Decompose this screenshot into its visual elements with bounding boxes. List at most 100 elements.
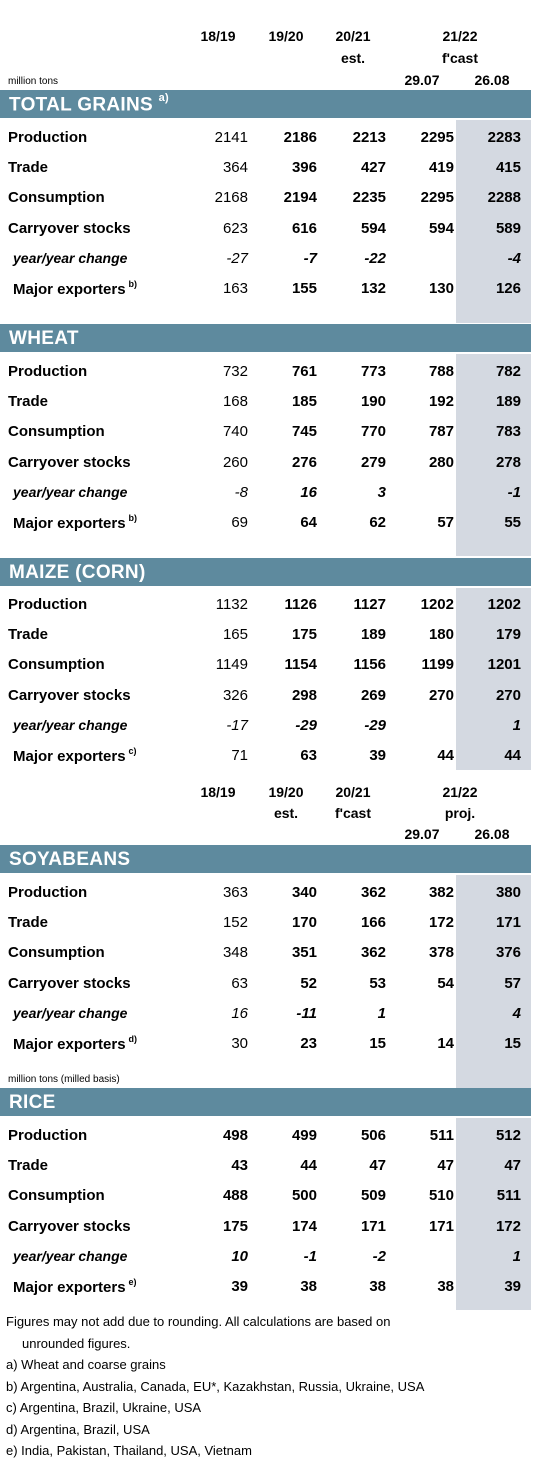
section-band-wheat: WHEAT — [0, 324, 531, 354]
unit-label: million tons — [8, 76, 59, 87]
value-cell: 761 — [291, 363, 317, 380]
row-label: Production — [8, 1127, 88, 1144]
value-cell: 190 — [360, 393, 386, 411]
header-col-3: 20/21 — [335, 784, 371, 800]
value-cell: 175 — [291, 626, 317, 644]
value-cell: 126 — [495, 280, 521, 297]
section-title: TOTAL GRAINS a) — [9, 92, 169, 116]
value-cell: 500 — [291, 1187, 317, 1205]
table-row: Production 498 499 506 511 512 — [0, 1124, 533, 1148]
row-label: Trade — [8, 914, 49, 932]
value-cell: 2288 — [487, 189, 521, 207]
header-col-2-sub: est. — [273, 805, 299, 821]
table-row: year/year change -8 16 3 -1 — [0, 481, 533, 505]
header-col-3-sub: est. — [340, 50, 366, 66]
section-band-total-grains: TOTAL GRAINS a) — [0, 90, 531, 120]
value-cell: 171 — [495, 914, 521, 932]
header-col-4-date: 29.07 — [404, 826, 440, 842]
value-cell: 38 — [437, 1278, 454, 1295]
table-row: Production 363 340 362 382 380 — [0, 881, 533, 905]
row-label: Consumption — [8, 189, 105, 207]
value-cell: 364 — [222, 159, 248, 177]
footnote-c: c) Argentina, Brazil, Ukraine, USA — [6, 1400, 202, 1415]
header-col-1: 18/19 — [200, 784, 236, 800]
value-cell: 380 — [495, 884, 521, 901]
row-label: year/year change — [13, 1004, 128, 1021]
value-cell: 589 — [495, 219, 521, 237]
latest-column-shade-total — [456, 120, 531, 323]
value-cell: -8 — [234, 483, 248, 501]
row-label: Consumption — [8, 944, 105, 962]
value-cell: 498 — [222, 1127, 248, 1144]
value-cell: 1202 — [487, 596, 521, 613]
value-cell: 1 — [512, 1247, 521, 1265]
value-cell: 10 — [231, 1247, 248, 1265]
value-cell: 185 — [291, 393, 317, 411]
table-row: Major exporters b) 163 155 132 130 126 — [0, 277, 533, 301]
table-row: Carryover stocks 260 276 279 280 278 — [0, 451, 533, 475]
value-cell: 594 — [360, 219, 386, 237]
row-label: Production — [8, 884, 88, 901]
value-cell: 351 — [291, 944, 317, 962]
value-cell: -4 — [507, 249, 521, 267]
value-cell: 2295 — [420, 129, 454, 146]
value-cell: 47 — [437, 1157, 454, 1175]
value-cell: 189 — [495, 393, 521, 411]
value-cell: 63 — [300, 747, 317, 764]
value-cell: 396 — [291, 159, 317, 177]
row-label: Carryover stocks — [8, 1217, 131, 1235]
row-label: Production — [8, 129, 88, 146]
value-cell: 1127 — [353, 596, 386, 613]
table-row: Carryover stocks 63 52 53 54 57 — [0, 972, 533, 996]
value-cell: 2141 — [214, 129, 248, 146]
value-cell: 2168 — [214, 189, 248, 207]
row-label: year/year change — [13, 1247, 128, 1264]
section-title: MAIZE (CORN) — [9, 562, 146, 583]
value-cell: 155 — [291, 280, 317, 297]
value-cell: 594 — [428, 219, 454, 237]
value-cell: 2213 — [352, 129, 386, 146]
value-cell: 1 — [377, 1004, 386, 1022]
row-label: year/year change — [13, 249, 128, 266]
value-cell: 192 — [428, 393, 454, 411]
value-cell: 415 — [495, 159, 521, 177]
value-cell: 732 — [222, 363, 248, 380]
value-cell: 499 — [291, 1127, 317, 1144]
table-row: Carryover stocks 175 174 171 171 172 — [0, 1215, 533, 1239]
value-cell: -1 — [303, 1247, 317, 1265]
value-cell: 362 — [360, 944, 386, 962]
table-row: Carryover stocks 623 616 594 594 589 — [0, 217, 533, 241]
value-cell: 130 — [428, 280, 454, 297]
table-row: Production 1132 1126 1127 1202 1202 — [0, 593, 533, 617]
value-cell: 783 — [495, 423, 521, 441]
value-cell: -2 — [372, 1247, 386, 1265]
value-cell: 172 — [495, 1217, 521, 1235]
header-col-1: 18/19 — [200, 28, 236, 44]
header-col-45: 21/22 — [442, 28, 478, 44]
table-row: Major exporters e) 39 38 38 38 39 — [0, 1275, 533, 1299]
value-cell: 340 — [291, 884, 317, 901]
value-cell: 54 — [437, 974, 454, 992]
value-cell: 14 — [437, 1035, 454, 1052]
value-cell: 39 — [369, 747, 386, 764]
row-label: Major exporters b) — [13, 279, 138, 298]
value-cell: 511 — [429, 1127, 454, 1144]
table-row: Trade 168 185 190 192 189 — [0, 390, 533, 414]
value-cell: 787 — [428, 423, 454, 441]
row-label: Major exporters e) — [13, 1277, 137, 1296]
value-cell: -17 — [226, 716, 248, 734]
value-cell: 511 — [496, 1187, 521, 1205]
value-cell: 788 — [428, 363, 454, 380]
value-cell: 1 — [512, 716, 521, 734]
value-cell: 132 — [360, 280, 386, 297]
table-row: Major exporters d) 30 23 15 14 15 — [0, 1032, 533, 1056]
value-cell: 69 — [231, 514, 248, 531]
value-cell: 39 — [231, 1278, 248, 1295]
latest-column-shade-wheat — [456, 354, 531, 556]
table-row: Consumption 348 351 362 378 376 — [0, 941, 533, 965]
section-title: SOYABEANS — [9, 849, 131, 870]
table-row: Consumption 740 745 770 787 783 — [0, 420, 533, 444]
value-cell: 38 — [369, 1278, 386, 1295]
header-col-3-sub: f'cast — [334, 805, 371, 821]
value-cell: 1156 — [353, 656, 386, 674]
